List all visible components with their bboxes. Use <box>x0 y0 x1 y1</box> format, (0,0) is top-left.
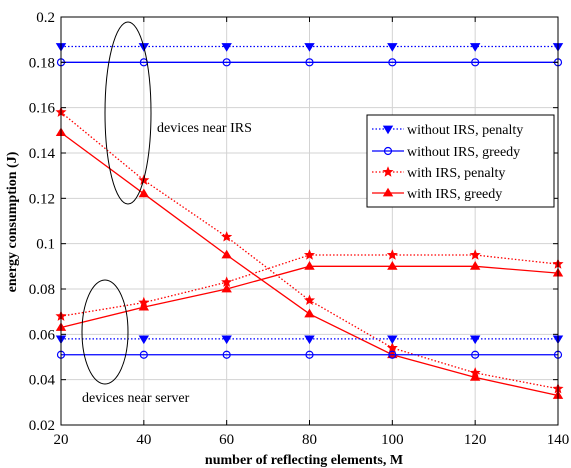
series-devices-near-server-with-irs-penalty-point <box>469 249 481 260</box>
series-devices-near-server-with-irs-greedy-point <box>469 261 481 270</box>
series-devices-near-irs-with-irs-greedy-point <box>138 188 150 198</box>
y-tick-label: 0.2 <box>36 10 55 26</box>
y-tick-label: 0.14 <box>29 146 56 162</box>
legend-label-without-irs-penalty: without IRS, penalty <box>407 123 523 138</box>
plot-series <box>55 43 564 399</box>
series-devices-near-server-without-irs-penalty-point <box>469 335 481 345</box>
legend-label-without-irs-greedy: without IRS, greedy <box>407 145 520 160</box>
legend-label-with-irs-greedy: with IRS, greedy <box>407 187 502 202</box>
series-devices-near-server-without-irs-greedy-point <box>388 350 397 359</box>
series-devices-near-irs-without-irs-greedy-point <box>305 58 314 67</box>
annotation-ellipse-near-irs <box>104 21 152 205</box>
series-devices-near-server-without-irs-penalty <box>55 335 564 345</box>
series-devices-near-server-without-irs-greedy-point <box>222 350 231 359</box>
series-devices-near-server-without-irs-penalty-point <box>138 335 150 345</box>
series-devices-near-server-with-irs-greedy-point <box>221 283 232 293</box>
annotation-ellipse-near-server <box>81 279 129 385</box>
series-devices-near-irs-with-irs-greedy <box>55 127 564 399</box>
series-devices-near-irs-with-irs-greedy-point <box>304 308 315 318</box>
legend-label-with-irs-penalty: with IRS, penalty <box>407 166 505 181</box>
series-devices-near-server-with-irs-greedy-point <box>138 301 150 311</box>
y-tick-label: 0.02 <box>29 418 55 434</box>
x-tick-label: 40 <box>136 432 151 448</box>
series-devices-near-irs-with-irs-penalty-point <box>221 231 233 242</box>
legend-sample-without-irs-penalty-marker <box>382 125 394 135</box>
y-tick-label: 0.1 <box>36 237 55 253</box>
series-devices-near-server-without-irs-greedy-point <box>471 350 480 359</box>
x-axis-label: number of reflecting elements, M <box>205 453 403 468</box>
legend-sample-without-irs-greedy-marker <box>383 146 393 156</box>
series-devices-near-irs-with-irs-penalty-point <box>303 294 316 306</box>
annotation-devices-near-server: devices near server <box>82 391 190 406</box>
y-tick-label: 0.12 <box>29 191 55 207</box>
x-tick-label: 100 <box>381 432 404 448</box>
series-devices-near-irs-without-irs-penalty-point <box>469 43 481 52</box>
y-tick-label: 0.18 <box>29 55 55 71</box>
series-devices-near-irs-without-irs-penalty <box>55 43 564 52</box>
series-devices-near-irs-without-irs-penalty-point <box>221 43 232 52</box>
legend-sample-with-irs-greedy-marker <box>382 187 394 197</box>
legend-box <box>366 114 555 208</box>
annotations: devices near IRS devices near server <box>81 21 252 406</box>
series-devices-near-irs-without-irs-penalty-point <box>387 43 398 52</box>
series-devices-near-irs-with-irs-greedy-point <box>221 249 232 259</box>
axis-ticks: 20 40 60 80 100 120 140 0.02 0.04 0.06 0.08 0.1 0.12… <box>29 10 570 448</box>
legend: without IRS, penalty without IRS, greedy… <box>366 114 555 208</box>
series-devices-near-irs-without-irs-penalty-point <box>304 43 315 52</box>
y-axis-label: energy consumption (J) <box>5 151 20 292</box>
series-devices-near-server-without-irs-penalty-point <box>221 335 232 345</box>
series-devices-near-irs-without-irs-greedy-point <box>388 58 397 67</box>
x-tick-label: 60 <box>219 432 234 448</box>
series-devices-near-irs-without-irs-greedy-point <box>222 58 231 67</box>
annotation-devices-near-irs: devices near IRS <box>157 121 252 136</box>
y-tick-label: 0.04 <box>29 373 56 389</box>
legend-samples <box>372 125 404 197</box>
series-devices-near-server-without-irs-penalty-point <box>387 335 398 345</box>
x-tick-label: 20 <box>54 432 69 448</box>
y-tick-label: 0.16 <box>29 101 56 117</box>
y-tick-label: 0.06 <box>29 327 56 343</box>
series-devices-near-server-without-irs-greedy-point <box>139 350 148 359</box>
series-devices-near-server-without-irs-greedy-point <box>305 350 314 359</box>
grid <box>60 16 559 426</box>
series-devices-near-server-with-irs-penalty-point <box>386 249 398 260</box>
series-devices-near-server-with-irs-greedy-point <box>387 261 398 270</box>
x-tick-label: 80 <box>302 432 317 448</box>
series-devices-near-server-without-irs-penalty-point <box>304 335 315 345</box>
y-tick-label: 0.08 <box>29 282 55 298</box>
x-tick-label: 120 <box>464 432 487 448</box>
x-tick-label: 140 <box>547 432 570 448</box>
series-devices-near-irs-without-irs-greedy-point <box>471 58 480 67</box>
series-devices-near-server-with-irs-penalty-point <box>303 249 316 260</box>
legend-sample-with-irs-penalty-marker <box>382 166 394 177</box>
series-devices-near-server-with-irs-greedy-point <box>304 261 315 270</box>
series-devices-near-irs-with-irs-greedy-point <box>469 372 481 381</box>
